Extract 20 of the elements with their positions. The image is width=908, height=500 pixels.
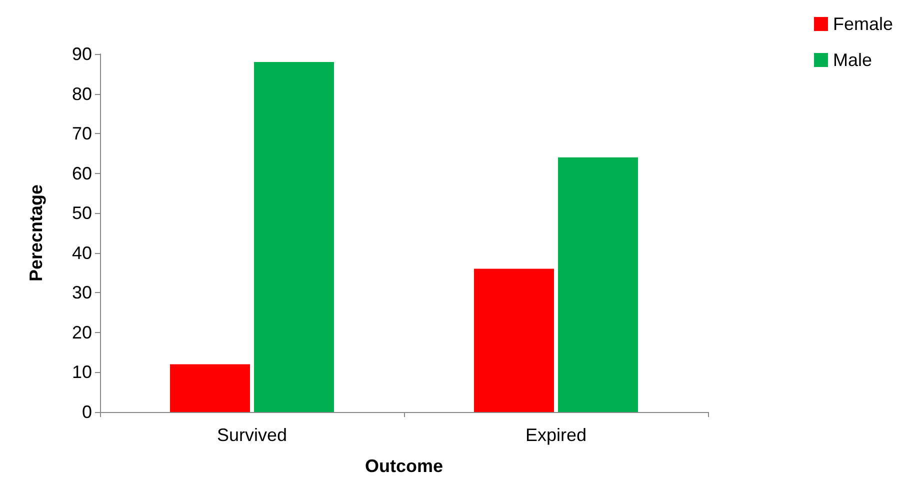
y-tick-label: 10 <box>72 362 92 382</box>
x-tick-label: Expired <box>525 425 587 445</box>
x-axis-title: Outcome <box>364 456 444 476</box>
y-tick-label: 50 <box>72 203 92 224</box>
y-tick-label: 30 <box>72 282 92 303</box>
bar <box>254 62 334 412</box>
y-tick-label: 20 <box>72 322 92 342</box>
x-tick-label: Survived <box>216 425 288 445</box>
y-tick-label: 0 <box>82 402 92 422</box>
y-tick-label: 80 <box>72 84 92 104</box>
bar <box>558 157 638 412</box>
y-tick-label: 40 <box>72 242 92 263</box>
y-tick-label: 70 <box>72 124 92 144</box>
y-axis-title: Perecntage <box>26 184 46 282</box>
bar <box>474 268 554 412</box>
y-tick-label: 90 <box>72 44 92 64</box>
y-tick-label: 60 <box>72 163 92 184</box>
legend-label: Male <box>832 50 872 70</box>
bar <box>170 364 250 412</box>
legend-label: Female <box>832 14 894 34</box>
